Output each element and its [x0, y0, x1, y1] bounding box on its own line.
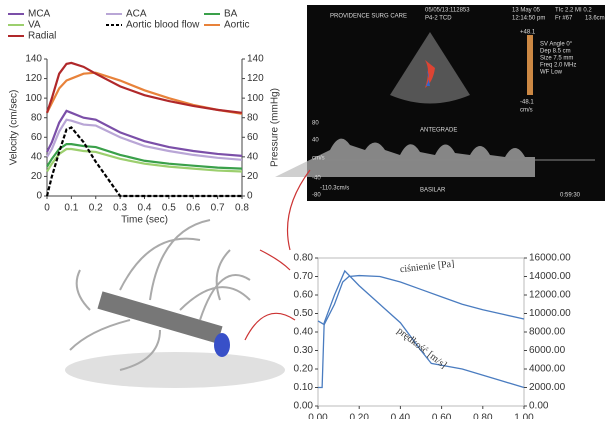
y-tick-label: 16000.00: [529, 253, 571, 264]
y-tick-label: 14000.00: [529, 271, 571, 282]
ultrasound-label: cm/s: [312, 156, 325, 162]
y2-axis-title: Pressure (mmHg): [270, 88, 281, 167]
ultrasound-label: -110.3cm/s: [320, 186, 349, 192]
ultrasound-label: Fr #67: [555, 16, 573, 22]
ultrasound-label: cm/s: [520, 108, 533, 114]
legend-label: ACA: [126, 9, 147, 20]
series-line: [318, 276, 524, 325]
x-tick-label: 0.80: [473, 413, 493, 419]
y-tick-label: 100: [247, 93, 264, 104]
ultrasound-label: SV Angle 0°: [540, 42, 573, 48]
series-annotation: ciśnienie [Pa]: [399, 259, 455, 276]
y-tick-label: 20: [247, 171, 259, 182]
color-bar: [527, 35, 533, 95]
y-tick-label: 60: [31, 132, 43, 143]
y-tick-label: 60: [247, 132, 259, 143]
y-tick-label: 0.10: [294, 382, 314, 393]
ultrasound-label: -40: [312, 176, 321, 182]
ultrasound-label: ANTEGRADE: [420, 128, 457, 134]
legend-label: MCA: [28, 9, 51, 20]
y-tick-label: 0.50: [294, 308, 314, 319]
ultrasound-label: Freq 2.0 MHz: [540, 63, 576, 69]
y-tick-label: 4000.00: [529, 364, 566, 375]
x-tick-label: 0.8: [235, 203, 249, 214]
x-tick-label: 0: [44, 203, 50, 214]
legend-label: BA: [224, 9, 238, 20]
ultrasound-label: BASILAR: [420, 188, 446, 194]
series-line: [47, 63, 242, 113]
x-tick-label: 0.6: [186, 203, 200, 214]
series-line: [47, 73, 242, 114]
ultrasound-label: P4-2 TCD: [425, 16, 452, 22]
y-tick-label: 140: [247, 54, 264, 65]
x-tick-label: 0.60: [432, 413, 452, 419]
y-tick-label: 6000.00: [529, 345, 566, 356]
y-tick-label: 80: [247, 112, 259, 123]
x-tick-label: 0.5: [162, 203, 176, 214]
y-axis-title: Velocity (cm/sec): [9, 90, 20, 166]
legend-label: Radial: [28, 31, 56, 42]
y-tick-label: 0: [36, 191, 42, 202]
y-tick-label: 120: [247, 73, 264, 84]
y-tick-label: 100: [25, 93, 42, 104]
y-tick-label: 0.40: [294, 327, 314, 338]
legend-label: Aortic: [224, 20, 250, 31]
ultrasound-label: TIc 2.2: [555, 8, 574, 14]
y-tick-label: 140: [25, 54, 42, 65]
ultrasound-label: +48.1: [520, 30, 536, 36]
y-tick-label: 120: [25, 73, 42, 84]
ultrasound-label: 12:14:50 pm: [512, 16, 545, 22]
ultrasound-label: -48.1: [520, 100, 534, 106]
ultrasound-label: Dep 8.5 cm: [540, 49, 571, 55]
x-tick-label: 0.3: [113, 203, 127, 214]
ultrasound-label: 13.6cm: [585, 16, 605, 22]
figure: 00.10.20.30.40.50.60.70.8020406080100120…: [0, 0, 607, 419]
ultrasound-label: 13 May 05: [512, 8, 541, 14]
ultrasound-label: 80: [312, 121, 319, 127]
x-tick-label: 0.20: [349, 413, 369, 419]
y-tick-label: 20: [31, 171, 43, 182]
x-tick-label: 0.00: [308, 413, 328, 419]
ultrasound-panel: [275, 5, 605, 201]
series-annotation: prędkość [m/s]: [395, 326, 449, 371]
x-tick-label: 0.1: [64, 203, 78, 214]
x-tick-label: 0.40: [391, 413, 411, 419]
x-axis-title: Time (sec): [121, 215, 168, 226]
x-tick-label: 1.00: [514, 413, 534, 419]
y-tick-label: 0.20: [294, 364, 314, 375]
y-tick-label: 12000.00: [529, 290, 571, 301]
y-tick-label: 0.60: [294, 290, 314, 301]
y-tick-label: 0.00: [294, 401, 314, 412]
ultrasound-label: 0:59:30: [560, 193, 581, 199]
ultrasound-label: PROVIDENCE SURG CARE: [330, 14, 407, 20]
x-tick-label: 0.4: [138, 203, 152, 214]
y-tick-label: 2000.00: [529, 382, 566, 393]
ultrasound-label: 05/05/13:112853: [425, 8, 470, 14]
y-tick-label: 40: [247, 151, 259, 162]
ultrasound-label: WF Low: [540, 70, 563, 76]
ultrasound-label: -80: [312, 193, 321, 199]
y-tick-label: 0.00: [529, 401, 549, 412]
plot-frame: [318, 258, 524, 406]
y-tick-label: 0.80: [294, 253, 314, 264]
y-tick-label: 8000.00: [529, 327, 566, 338]
y-tick-label: 40: [31, 151, 43, 162]
y-tick-label: 0.70: [294, 271, 314, 282]
ultrasound-label: MI 0.2: [575, 8, 592, 14]
legend-label: Aortic blood flow: [126, 20, 200, 31]
ultrasound-label: 40: [312, 138, 319, 144]
x-tick-label: 0.7: [211, 203, 225, 214]
y-tick-label: 0: [247, 191, 253, 202]
ultrasound-label: Size 7.5 mm: [540, 56, 573, 62]
series-line: [318, 271, 524, 388]
page: 00.10.20.30.40.50.60.70.8020406080100120…: [0, 0, 607, 419]
y-tick-label: 80: [31, 112, 43, 123]
x-tick-label: 0.2: [89, 203, 103, 214]
legend-label: VA: [28, 20, 41, 31]
y-tick-label: 0.30: [294, 345, 314, 356]
y-tick-label: 10000.00: [529, 308, 571, 319]
